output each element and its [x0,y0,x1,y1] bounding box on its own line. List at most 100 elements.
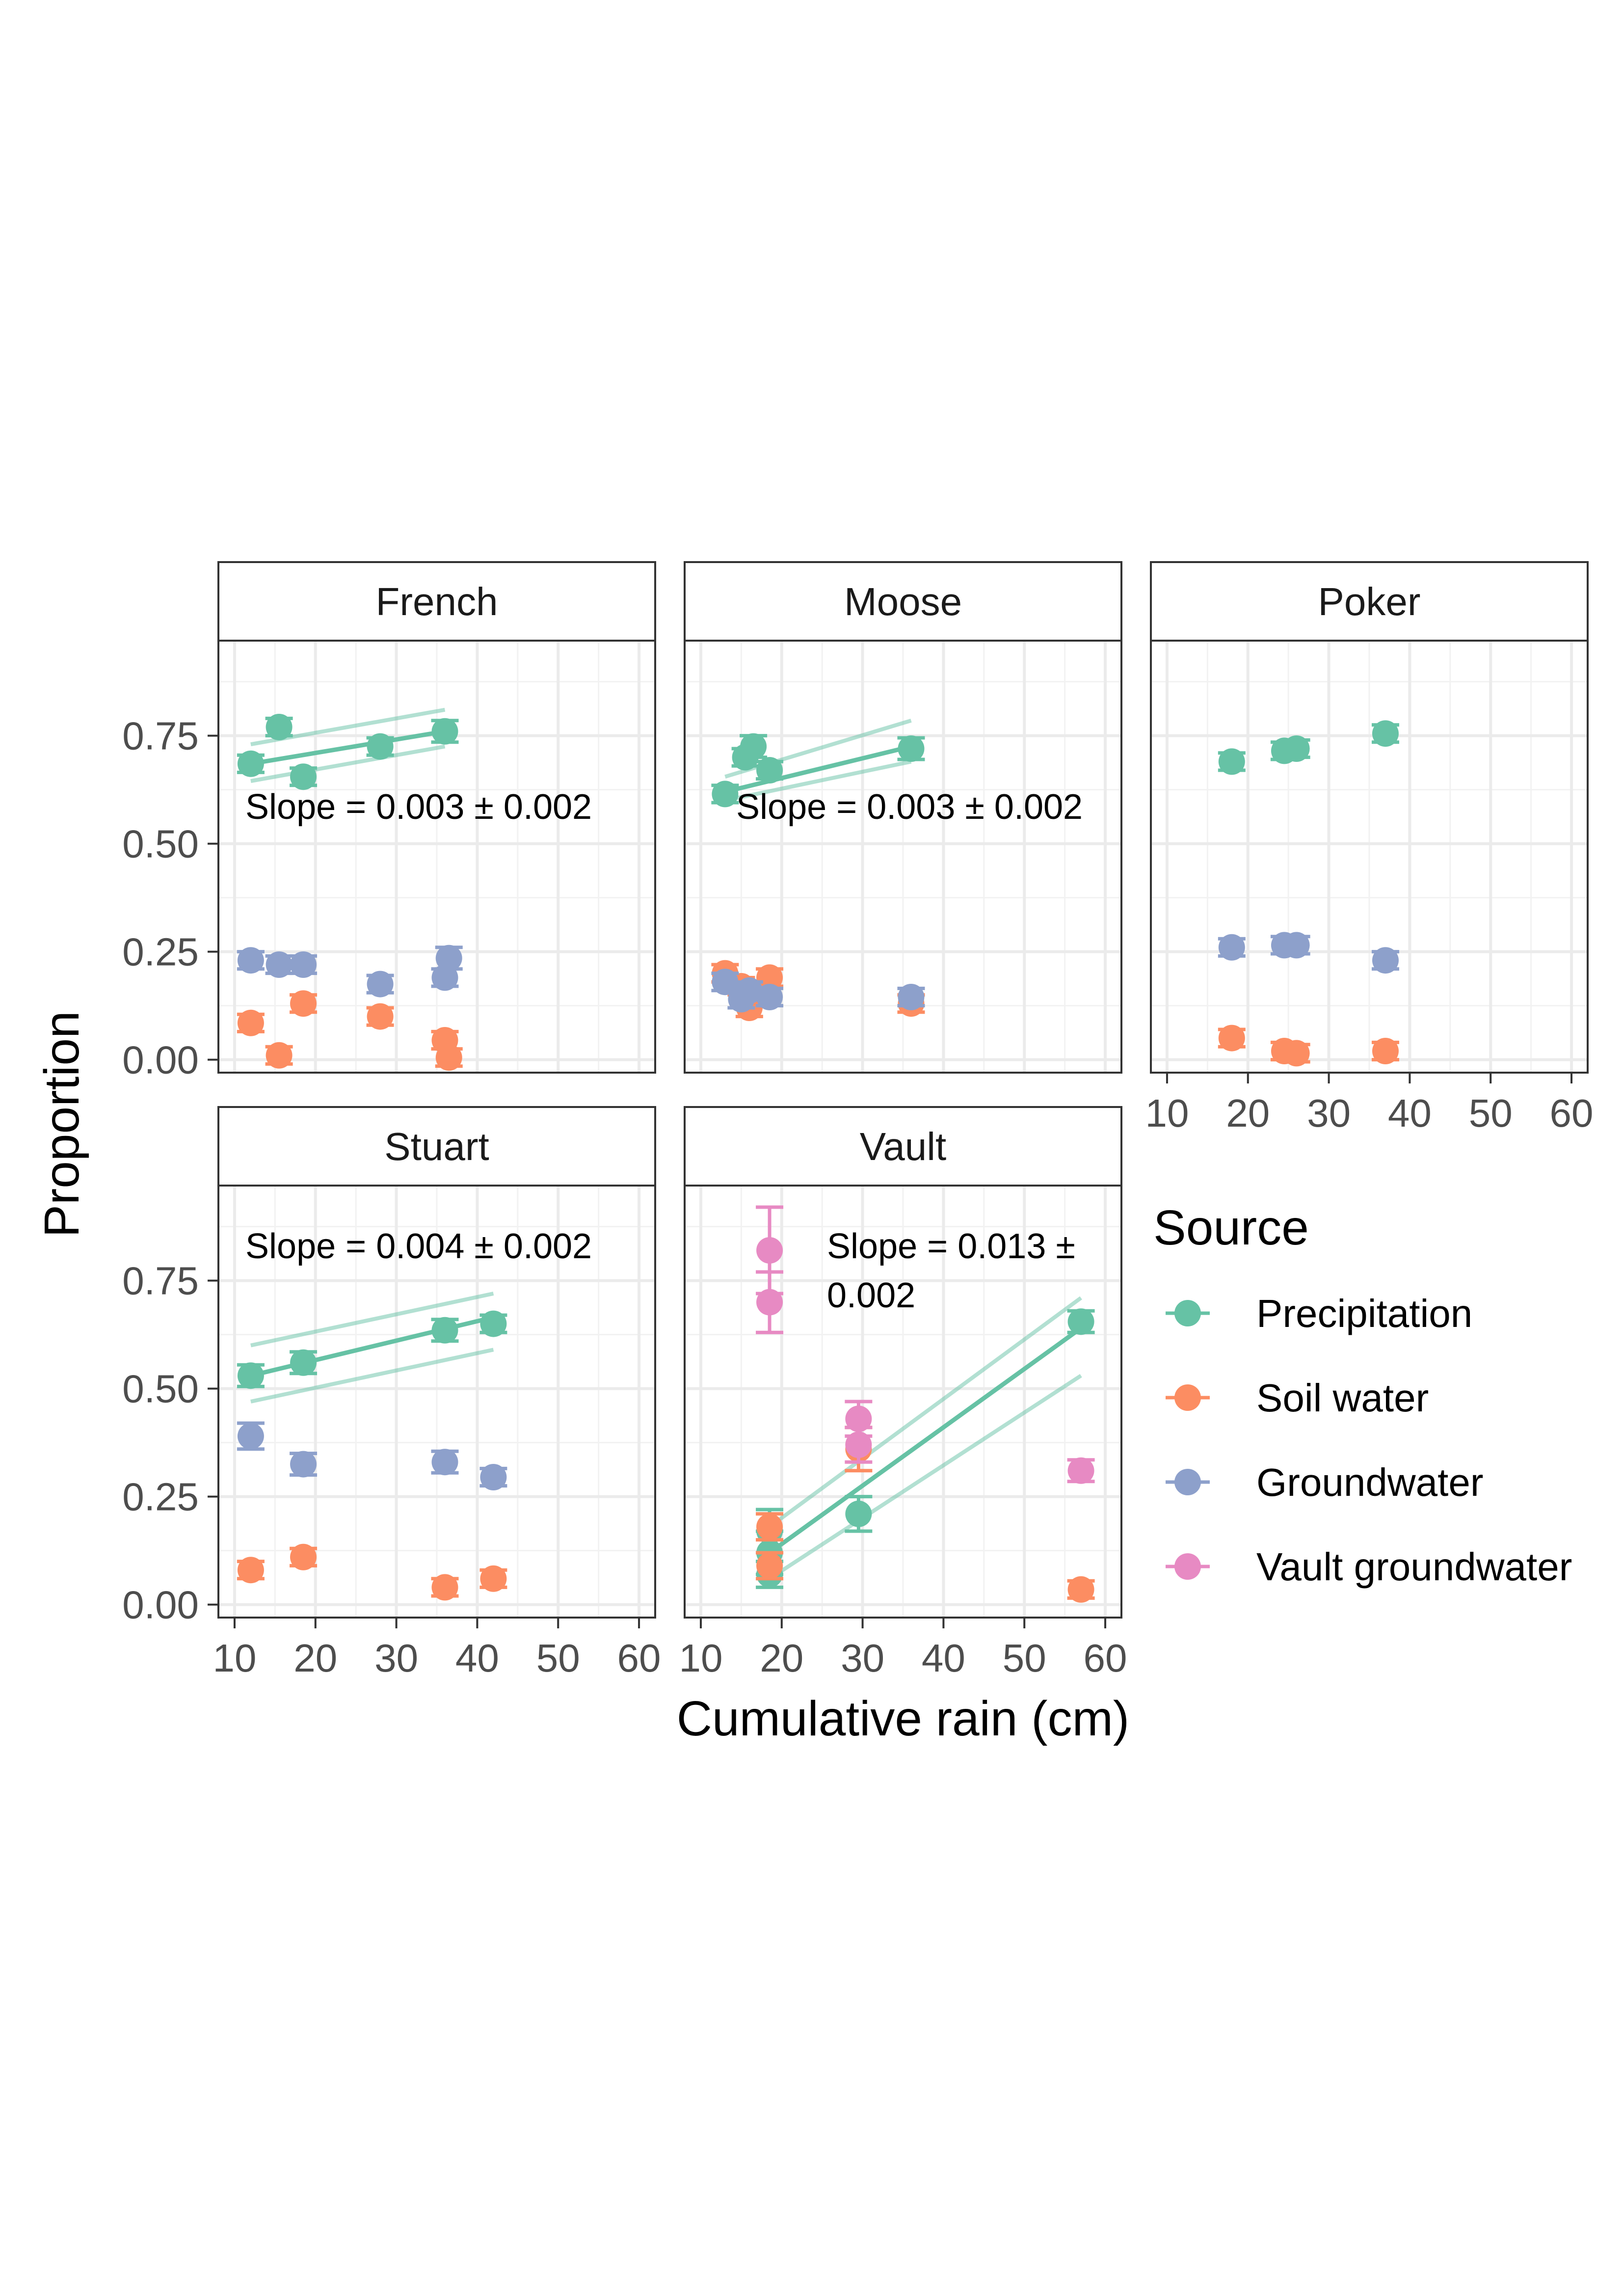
legend-label-vault-groundwater: Vault groundwater [1256,1545,1572,1589]
point-groundwater [736,977,763,1004]
point-precipitation [845,1500,872,1527]
point-soil-water [1067,1576,1094,1603]
x-tick-label: 30 [841,1636,884,1680]
facet-label-stuart: Stuart [384,1125,489,1168]
x-tick-label: 50 [536,1636,580,1680]
facet-strip-french [217,561,656,642]
x-axis-title: Cumulative rain (cm) [677,1691,1129,1746]
point-soil-water [756,1513,783,1540]
point-precipitation [756,757,783,783]
point-soil-water [756,1552,783,1579]
y-tick-label: 0.50 [122,1367,199,1411]
point-soil-water [431,1574,458,1601]
point-groundwater [1372,947,1399,974]
point-precipitation [1218,748,1245,775]
facet-label-vault: Vault [860,1125,946,1168]
legend-key-point-vault-groundwater [1174,1553,1201,1580]
legend-key-point-precipitation [1174,1300,1201,1326]
point-groundwater [367,971,394,998]
trend-line-french [250,729,446,766]
y-tick-label: 0.75 [122,714,199,758]
point-groundwater [712,969,739,996]
point-precipitation [712,781,739,808]
trend-line-vault [768,1326,1083,1555]
x-tick-label: 30 [374,1636,418,1680]
trend-line-moose [724,744,912,794]
point-precipitation [740,733,767,760]
legend-key-point-soil-water [1174,1384,1201,1411]
point-precipitation [1283,735,1310,762]
legend-key-point-groundwater [1174,1469,1201,1495]
facet-label-moose: Moose [844,580,962,623]
panel-border-poker [1150,640,1589,1074]
facet-strip-vault [684,1106,1122,1187]
trend-upper-vault [768,1296,1082,1529]
point-soil-water [1283,1040,1310,1067]
point-groundwater [237,1423,264,1450]
point-vault-groundwater [756,1237,783,1264]
point-vault-groundwater [1067,1457,1094,1484]
panel-layer: French Moose Poker Stuart Vault [217,561,1589,1619]
x-tick-label: 20 [760,1636,803,1680]
panel-border-moose [684,640,1122,1074]
axis-layer: 0.00 0.25 0.50 0.75 10 20 30 40 50 60 10 20 30 40 50 60… [122,714,1593,1680]
x-tick-label: 60 [1084,1636,1127,1680]
point-groundwater [480,1464,507,1490]
facet-label-french: French [376,580,498,623]
point-groundwater [756,984,783,1010]
point-groundwater [1283,932,1310,959]
x-tick-label: 60 [617,1636,661,1680]
point-vault-groundwater [845,1405,872,1432]
point-precipitation [1372,720,1399,747]
facet-strip-stuart [217,1106,656,1187]
point-soil-water [435,1044,462,1071]
point-soil-water [290,1543,317,1570]
legend: Source Precipitation Soil water Groundwate… [1153,1200,1572,1589]
legend-label-groundwater: Groundwater [1256,1460,1483,1504]
point-precipitation [237,750,264,777]
point-soil-water [1372,1038,1399,1064]
facet-label-poker: Poker [1318,580,1421,623]
x-tick-label: 20 [293,1636,337,1680]
y-tick-label: 0.25 [122,930,199,974]
y-tick-label: 0.25 [122,1475,199,1519]
point-vault-groundwater [756,1289,783,1316]
point-groundwater [266,951,293,978]
point-soil-water [290,990,317,1017]
trend-upper-stuart [250,1292,494,1348]
slope-annotation: 0.002 [827,1276,915,1315]
x-tick-label: 30 [1307,1091,1351,1135]
point-groundwater [290,1451,317,1478]
x-tick-label: 40 [1388,1091,1432,1135]
slope-annotation: Slope = 0.013 ± [827,1227,1075,1266]
y-tick-label: 0.50 [122,822,199,866]
y-tick-label: 0.00 [122,1038,199,1082]
trend-lower-stuart [250,1348,494,1404]
x-tick-label: 40 [922,1636,965,1680]
point-precipitation [237,1362,264,1389]
point-precipitation [290,763,317,790]
trend-lower-vault [768,1374,1082,1581]
point-groundwater [431,1449,458,1476]
point-groundwater [1218,934,1245,961]
slope-annotation: Slope = 0.003 ± 0.002 [736,787,1083,827]
point-precipitation [1067,1308,1094,1335]
slope-annotation: Slope = 0.004 ± 0.002 [245,1227,592,1266]
mark-layer: Slope = 0.003 ± 0.002 Slope = 0.003 ± 0.0… [237,707,1399,1603]
x-tick-label: 10 [1145,1091,1189,1135]
point-precipitation [431,718,458,745]
x-tick-label: 10 [213,1636,256,1680]
point-groundwater [290,951,317,978]
point-precipitation [431,1317,458,1344]
legend-label-precipitation: Precipitation [1256,1292,1472,1335]
point-precipitation [480,1310,507,1337]
y-tick-label: 0.00 [122,1583,199,1627]
point-soil-water [1218,1025,1245,1052]
facet-strip-moose [684,561,1122,642]
point-soil-water [237,1009,264,1036]
x-tick-label: 20 [1226,1091,1270,1135]
point-precipitation [898,735,925,762]
x-tick-label: 40 [455,1636,499,1680]
point-groundwater [898,984,925,1010]
